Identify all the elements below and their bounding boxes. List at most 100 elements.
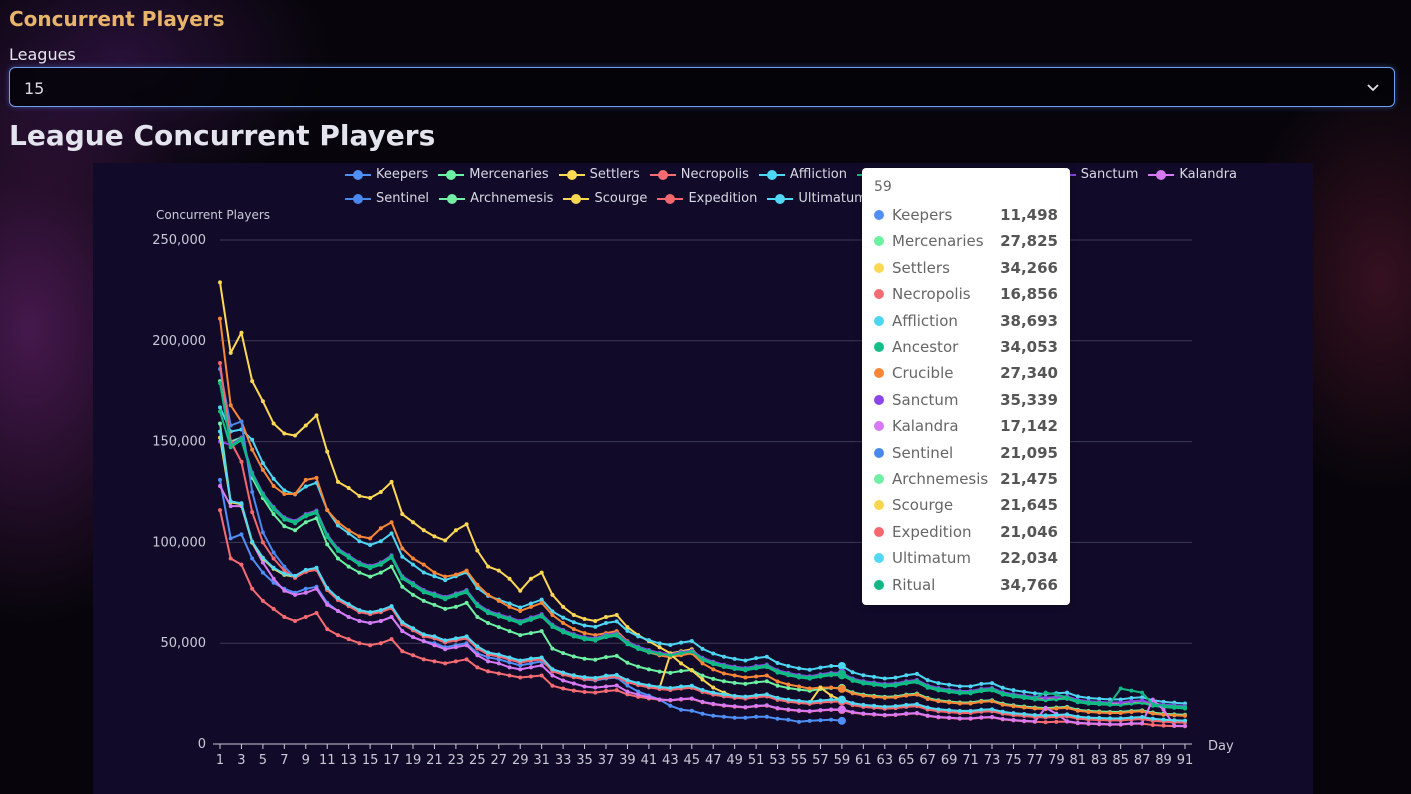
data-point-crucible	[1075, 708, 1080, 713]
legend-item-sentinel[interactable]: Sentinel	[345, 189, 429, 208]
data-point-expedition	[260, 540, 265, 545]
data-point-ritual	[679, 651, 684, 656]
data-point-kalandra	[218, 483, 222, 488]
data-point-ritual	[893, 682, 898, 687]
data-point-mercenaries	[668, 670, 673, 675]
x-tick-label: 79	[1048, 753, 1065, 768]
data-point-crucible	[1150, 711, 1155, 716]
data-point-necropolis	[368, 643, 373, 648]
data-point-affliction	[260, 461, 265, 466]
data-point-ultimatum	[1032, 712, 1037, 717]
data-point-affliction	[764, 654, 769, 659]
data-point-mercenaries	[389, 564, 394, 569]
tooltip-series-name: Ancestor	[892, 338, 959, 356]
data-point-kalandra	[861, 711, 866, 716]
data-point-necropolis	[239, 562, 244, 567]
legend-item-settlers[interactable]: Settlers	[558, 165, 640, 184]
data-point-ritual	[314, 509, 319, 514]
tooltip-series-name: Crucible	[892, 364, 954, 383]
legend-label: Necropolis	[680, 167, 749, 182]
data-point-ritual	[807, 675, 812, 680]
data-point-kalandra	[1097, 721, 1102, 726]
data-point-scourge	[700, 677, 705, 682]
data-point-mercenaries	[539, 629, 544, 634]
data-point-ultimatum	[1086, 715, 1091, 720]
x-tick-label: 13	[340, 753, 357, 768]
tooltip-series-value: 21,095	[1000, 443, 1058, 462]
series-dot-icon	[874, 315, 884, 326]
series-dot-icon	[874, 342, 884, 352]
data-point-ritual	[764, 663, 769, 668]
legend-item-mercenaries[interactable]: Mercenaries	[438, 165, 549, 184]
data-point-necropolis	[260, 598, 265, 603]
data-point-crucible	[1129, 709, 1134, 714]
legend-item-archnemesis[interactable]: Archnemesis	[439, 189, 553, 208]
data-point-ritual	[837, 669, 846, 678]
tooltip-series-name: Kalandra	[892, 417, 959, 436]
data-point-ritual	[561, 628, 566, 633]
data-point-ultimatum	[861, 702, 866, 707]
tooltip-series-name: Keepers	[892, 206, 953, 224]
data-point-affliction	[389, 531, 394, 536]
tooltip-series-value: 34,766	[1000, 575, 1058, 594]
data-point-settlers	[475, 548, 480, 553]
x-tick-label: 27	[491, 753, 508, 768]
legend-line-marker-icon	[758, 169, 785, 180]
legend-item-affliction[interactable]: Affliction	[758, 165, 847, 184]
data-point-kalandra	[1161, 707, 1166, 712]
leagues-select[interactable]: 15	[9, 67, 1395, 107]
legend-line-marker-icon	[767, 193, 794, 204]
data-point-affliction	[443, 578, 448, 583]
legend-item-expedition[interactable]: Expedition	[657, 189, 757, 208]
data-point-ultimatum	[1183, 718, 1187, 723]
data-point-necropolis	[282, 614, 287, 619]
legend-item-scourge[interactable]: Scourge	[563, 189, 647, 208]
data-point-ritual	[797, 674, 801, 679]
legend-item-ultimatum[interactable]: Ultimatum	[767, 189, 867, 208]
data-point-affliction	[807, 667, 812, 672]
data-point-expedition	[271, 556, 276, 561]
data-point-ritual	[1054, 692, 1059, 697]
data-point-ritual	[904, 680, 909, 685]
data-point-ritual	[496, 613, 501, 618]
data-point-sentinel	[271, 550, 276, 555]
data-point-expedition	[282, 568, 287, 573]
data-point-keepers	[711, 713, 716, 718]
data-point-affliction	[1140, 695, 1145, 700]
data-point-kalandra	[421, 639, 426, 644]
legend-item-keepers[interactable]: Keepers	[345, 165, 428, 184]
data-point-ritual	[979, 687, 984, 692]
data-point-ultimatum	[1043, 713, 1048, 718]
series-dot-icon	[874, 553, 884, 564]
data-point-kalandra	[936, 714, 941, 719]
legend-item-necropolis[interactable]: Necropolis	[649, 165, 749, 184]
data-point-kalandra	[539, 663, 544, 668]
data-point-crucible	[518, 608, 523, 613]
data-point-necropolis	[421, 657, 426, 662]
data-point-mercenaries	[764, 679, 769, 684]
data-point-necropolis	[1043, 720, 1048, 725]
legend-line-marker-icon	[649, 169, 676, 180]
data-point-kalandra	[1086, 721, 1091, 726]
data-point-settlers	[368, 496, 373, 501]
data-point-mercenaries	[271, 512, 276, 517]
data-point-kalandra	[882, 712, 887, 717]
data-point-ritual	[1107, 701, 1112, 706]
data-point-ritual	[1032, 696, 1037, 701]
data-point-mercenaries	[614, 653, 619, 658]
x-tick-label: 65	[898, 753, 915, 768]
data-point-ultimatum	[1150, 716, 1155, 721]
data-point-ritual	[657, 651, 662, 656]
data-point-settlers	[604, 614, 608, 619]
data-point-mercenaries	[475, 614, 480, 619]
legend-item-kalandra[interactable]: Kalandra	[1148, 165, 1237, 184]
data-point-kalandra	[604, 684, 608, 689]
legend-label: Scourge	[594, 191, 648, 206]
data-point-affliction	[1032, 691, 1037, 696]
data-point-ultimatum	[539, 655, 544, 660]
data-point-ritual	[593, 637, 598, 642]
data-point-kalandra	[561, 678, 566, 683]
data-point-kalandra	[593, 685, 598, 690]
data-point-scourge	[679, 661, 684, 666]
data-point-ultimatum	[872, 703, 877, 708]
